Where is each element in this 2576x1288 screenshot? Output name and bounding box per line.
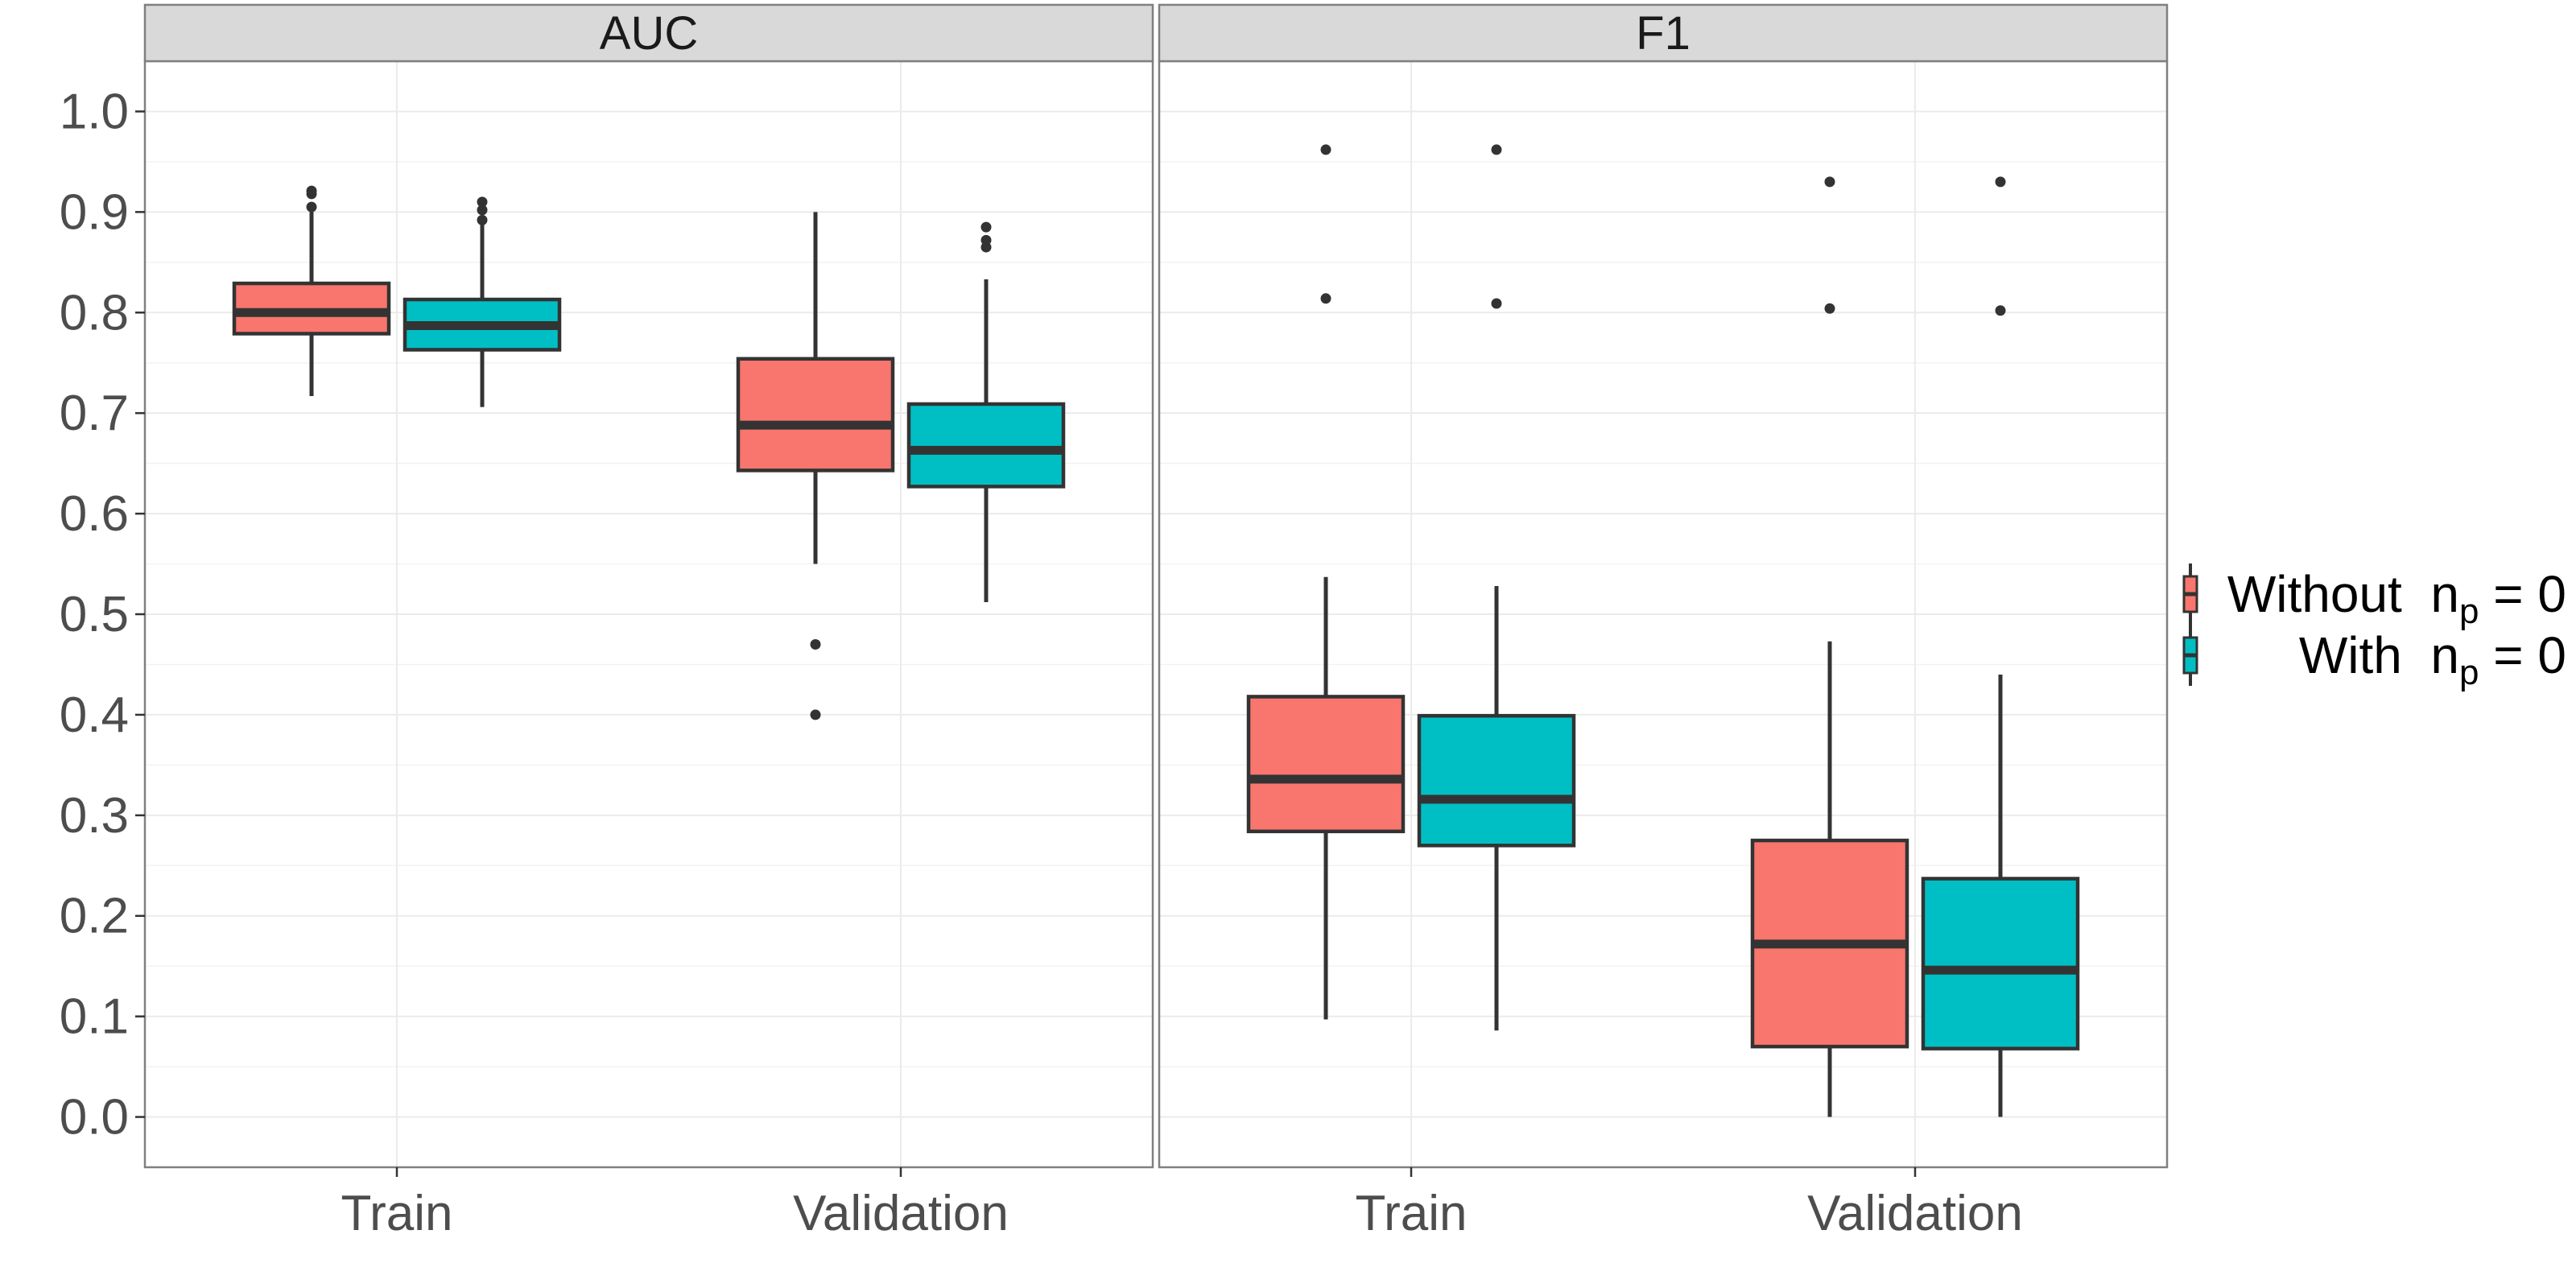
outlier-point bbox=[1824, 303, 1835, 314]
outlier-point bbox=[980, 221, 992, 233]
panel-auc: AUC Train Validation bbox=[143, 3, 1154, 1241]
y-tick-label: 0.0 bbox=[60, 1090, 129, 1146]
outlier-point bbox=[477, 204, 488, 216]
outlier-point bbox=[810, 638, 821, 650]
outlier-point bbox=[810, 709, 821, 720]
legend-n: n bbox=[2430, 565, 2459, 623]
legend-series-name: With bbox=[2299, 626, 2402, 684]
x-tick-label: Validation bbox=[793, 1186, 1009, 1241]
legend-subscript: p bbox=[2459, 592, 2479, 631]
legend-spacer bbox=[2402, 626, 2431, 684]
legend-spacer bbox=[2402, 565, 2431, 623]
box-validation-without bbox=[736, 212, 895, 720]
strip-label: F1 bbox=[1636, 7, 1690, 60]
outlier-point bbox=[1320, 293, 1331, 304]
box-validation-with bbox=[906, 221, 1066, 603]
y-tick-label: 0.5 bbox=[60, 587, 129, 642]
strip-background bbox=[143, 3, 1154, 63]
iqr-box bbox=[1921, 877, 2080, 1051]
legend-equals: = 0 bbox=[2479, 626, 2566, 684]
y-tick-label: 0.9 bbox=[60, 184, 129, 240]
iqr-box bbox=[736, 357, 895, 473]
box-validation-with bbox=[1921, 176, 2080, 1117]
y-tick-label: 0.8 bbox=[60, 285, 129, 341]
x-tick-label: Validation bbox=[1807, 1186, 2023, 1241]
legend-series-name: Without bbox=[2227, 565, 2402, 623]
outlier-point bbox=[1995, 305, 2006, 316]
x-tick-label: Train bbox=[341, 1186, 453, 1241]
iqr-box bbox=[1246, 695, 1406, 834]
outlier-point bbox=[980, 234, 992, 246]
outlier-point bbox=[306, 185, 317, 196]
legend-equals: = 0 bbox=[2479, 565, 2566, 623]
outlier-point bbox=[1491, 298, 1502, 309]
outlier-point bbox=[1995, 176, 2006, 188]
box-train-without bbox=[232, 185, 391, 396]
y-tick-label: 0.4 bbox=[60, 687, 129, 743]
strip-background bbox=[1158, 3, 2169, 63]
y-axis: 0.0 0.1 0.2 0.3 0.4 0.5 0.6 0.7 0.8 0.9 1.0 bbox=[60, 84, 145, 1146]
box-train-without bbox=[1246, 144, 1406, 1020]
outlier-point bbox=[306, 201, 317, 213]
y-tick-label: 0.3 bbox=[60, 788, 129, 844]
iqr-box bbox=[1417, 713, 1576, 848]
y-tick-label: 0.7 bbox=[60, 386, 129, 441]
legend-item-without: Without np = 0 bbox=[2182, 564, 2566, 631]
strip-label: AUC bbox=[600, 7, 698, 60]
outlier-point bbox=[1824, 176, 1835, 188]
outlier-point bbox=[477, 196, 488, 208]
box-validation-without bbox=[1750, 176, 1909, 1117]
legend-label: Without np = 0 bbox=[2227, 565, 2566, 631]
y-tick-label: 1.0 bbox=[60, 84, 129, 139]
legend-item-with: With np = 0 bbox=[2182, 625, 2566, 692]
box-train-with bbox=[402, 196, 562, 407]
outlier-point bbox=[1320, 144, 1331, 155]
outlier-point bbox=[477, 214, 488, 225]
legend-label: With np = 0 bbox=[2299, 626, 2566, 692]
y-tick-label: 0.6 bbox=[60, 486, 129, 542]
x-tick-label: Train bbox=[1356, 1186, 1468, 1241]
outlier-point bbox=[1491, 144, 1502, 155]
iqr-box bbox=[906, 402, 1066, 489]
legend-n: n bbox=[2430, 626, 2459, 684]
legend-subscript: p bbox=[2459, 653, 2479, 692]
panel-f1: F1 Train Validation bbox=[1158, 3, 2169, 1241]
y-tick-label: 0.2 bbox=[60, 889, 129, 944]
box-train-with bbox=[1417, 144, 1576, 1031]
y-tick-label: 0.1 bbox=[60, 989, 129, 1045]
